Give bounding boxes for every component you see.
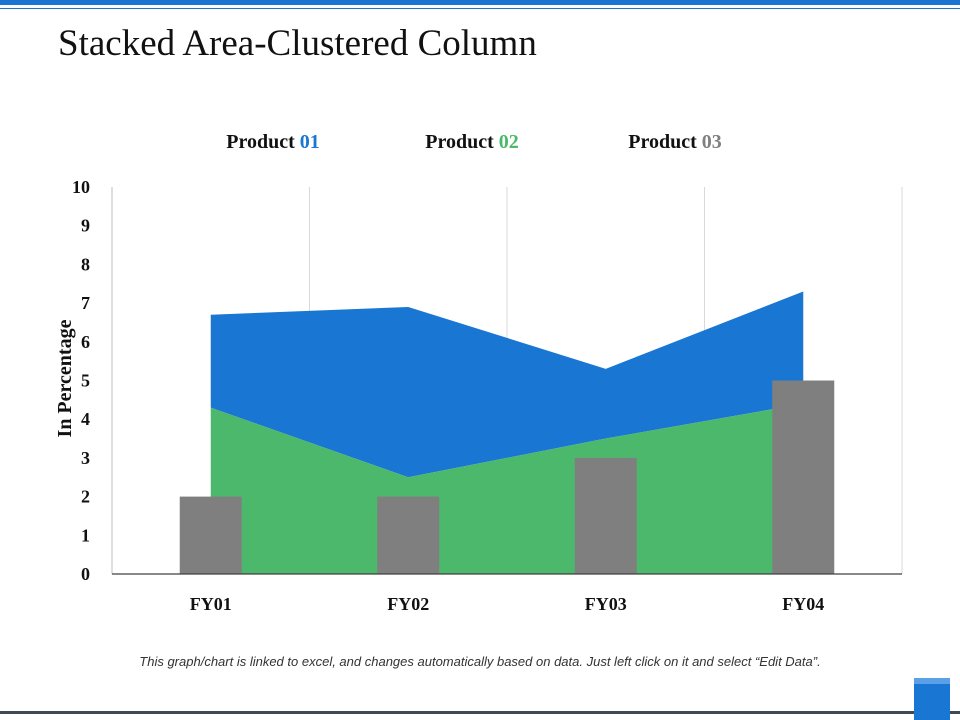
legend-number: 03 (702, 131, 722, 153)
y-tick-label: 4 (81, 409, 90, 429)
y-tick-label: 5 (81, 371, 90, 391)
chart-footnote: This graph/chart is linked to excel, and… (139, 654, 821, 669)
area-series-product-02 (210, 403, 804, 574)
y-tick-label: 3 (81, 448, 90, 468)
bar-product-03-fy02 (377, 496, 440, 574)
legend-entry: Product 01 (226, 131, 320, 153)
x-tick-label: FY02 (387, 594, 429, 614)
top-accent-bar (0, 0, 960, 5)
legend-entry: Product 03 (628, 131, 722, 153)
y-axis-title: In Percentage (54, 319, 76, 437)
legend-label: Product (226, 131, 300, 153)
corner-decoration (914, 678, 950, 720)
y-tick-label: 1 (81, 525, 90, 545)
y-tick-label: 2 (81, 487, 90, 507)
y-tick-label: 6 (81, 332, 90, 352)
y-tick-label: 9 (81, 216, 90, 236)
y-tick-label: 10 (72, 177, 90, 197)
y-tick-label: 0 (81, 564, 90, 584)
legend-label: Product (425, 131, 499, 153)
legend-label: Product (628, 131, 702, 153)
bar-product-03-fy01 (179, 496, 242, 574)
bar-product-03-fy03 (574, 457, 637, 574)
y-tick-label: 8 (81, 254, 90, 274)
x-tick-label: FY01 (190, 594, 232, 614)
legend-number: 01 (300, 131, 320, 153)
bar-product-03-fy04 (772, 380, 835, 574)
y-tick-label: 7 (81, 293, 90, 313)
x-tick-label: FY04 (782, 594, 824, 614)
corner-decoration-highlight (914, 678, 950, 684)
legend-entry: Product 02 (425, 131, 519, 153)
area-series-product-01 (210, 291, 804, 478)
bottom-divider (0, 711, 960, 714)
legend-number: 02 (499, 131, 519, 153)
x-tick-label: FY03 (585, 594, 627, 614)
page-title: Stacked Area-Clustered Column (58, 23, 537, 64)
top-accent-line (0, 8, 960, 9)
